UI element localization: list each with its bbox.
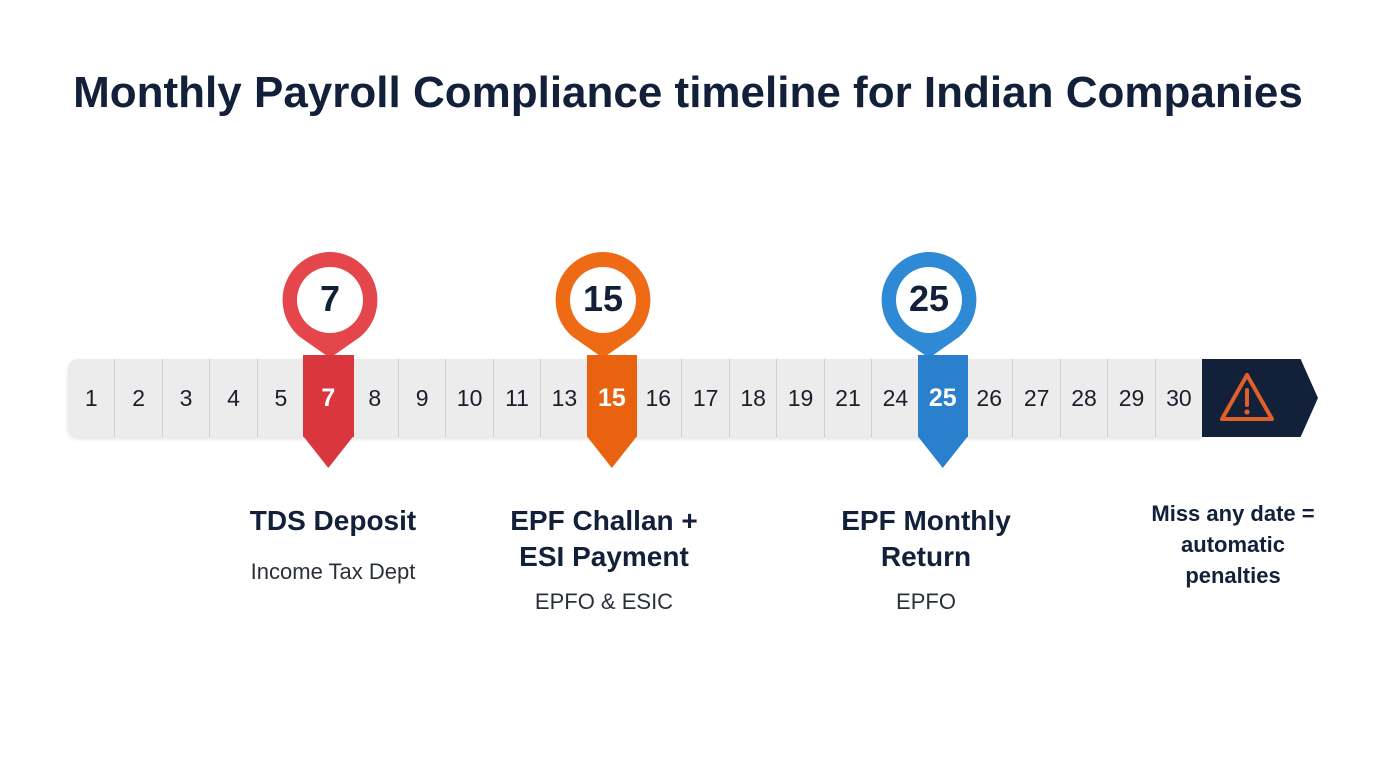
day-number: 11	[505, 384, 529, 411]
day-cell: 4	[210, 359, 258, 437]
day-number: 13	[551, 384, 578, 411]
pin-day-25: 25	[879, 250, 979, 360]
day-number: 24	[882, 384, 909, 411]
day-cell: 18	[730, 359, 778, 437]
milestone-heading-2: Return	[880, 541, 972, 572]
warning-arrow	[1202, 359, 1318, 437]
day-cell: 24	[872, 359, 920, 437]
day-number: 3	[179, 384, 193, 411]
day-number: 21	[835, 384, 861, 411]
highlight-arrow-down	[917, 436, 969, 468]
day-number: 16	[645, 384, 672, 411]
day-cell: 2	[115, 359, 163, 437]
penalty-note-line: automatic	[1181, 532, 1285, 557]
day-cell: 21	[825, 359, 873, 437]
pin-number: 7	[319, 278, 341, 319]
day-number: 10	[456, 384, 483, 411]
milestone-heading: EPF Monthly	[841, 505, 1011, 536]
pin-day-7: 7	[280, 250, 380, 360]
day-number: 30	[1166, 384, 1192, 411]
day-number: 28	[1071, 384, 1097, 411]
penalty-note: Miss any date = automatic penalties	[1133, 498, 1333, 591]
milestone-authority: EPFO	[896, 589, 956, 614]
day-cell: 29	[1108, 359, 1156, 437]
warning-triangle-icon	[1220, 373, 1274, 421]
milestone-heading: EPF Challan +	[510, 505, 698, 536]
day-number: 19	[787, 384, 814, 411]
day-number: 9	[415, 384, 429, 411]
day-number: 25	[928, 383, 957, 412]
day-cell: 8	[352, 359, 399, 437]
highlight-ribbon	[586, 355, 638, 437]
day-cell: 11	[494, 359, 542, 437]
pin-number: 15	[582, 278, 624, 319]
day-timeline-bar: 1 2 3 4 5 7 8 9 10 11 13 15 16 17 18 19 21 24 25 26 27 28 29 30	[68, 355, 1202, 468]
milestone-heading-2: ESI Payment	[519, 541, 689, 572]
milestone-authority: Income Tax Dept	[250, 559, 416, 584]
day-number: 7	[321, 383, 336, 412]
day-cell-highlighted: 7	[303, 355, 354, 468]
pin-number: 25	[908, 278, 950, 319]
day-cell: 1	[68, 359, 116, 437]
highlight-ribbon	[917, 355, 969, 437]
day-cell: 9	[399, 359, 447, 437]
milestone-label-epf-return: EPF Monthly Return EPFO	[796, 503, 1056, 615]
day-number: 8	[368, 384, 382, 411]
day-cell: 28	[1061, 359, 1109, 437]
page-title: Monthly Payroll Compliance timeline for …	[73, 68, 1303, 117]
day-cell: 19	[777, 359, 825, 437]
day-cell: 10	[446, 359, 494, 437]
day-number: 18	[740, 384, 766, 411]
penalty-note-line: Miss any date =	[1151, 501, 1315, 526]
milestone-label-tds: TDS Deposit Income Tax Dept	[203, 503, 463, 585]
milestone-authority: EPFO & ESIC	[534, 589, 674, 614]
day-cell: 26	[966, 359, 1014, 437]
day-number: 29	[1118, 384, 1145, 411]
day-number: 15	[597, 383, 626, 412]
day-number: 4	[227, 384, 240, 411]
day-number: 17	[692, 384, 719, 411]
penalty-note-line: penalties	[1185, 563, 1281, 588]
day-cell: 27	[1013, 359, 1061, 437]
day-number: 27	[1023, 384, 1050, 411]
day-cell-highlighted: 25	[917, 355, 969, 468]
day-cell: 13	[541, 359, 589, 437]
day-number: 5	[274, 384, 288, 411]
day-cell-highlighted: 15	[586, 355, 638, 468]
milestone-label-epf-esi: EPF Challan + ESI Payment EPFO & ESIC	[474, 503, 734, 615]
milestone-heading: TDS Deposit	[249, 505, 417, 536]
day-cell: 30	[1156, 359, 1202, 437]
day-number: 1	[84, 384, 98, 411]
day-number: 2	[132, 384, 146, 411]
pin-day-15: 15	[553, 250, 653, 360]
day-cell: 17	[682, 359, 730, 437]
highlight-arrow-down	[586, 436, 638, 468]
day-cell: 16	[635, 359, 683, 437]
highlight-arrow-down	[303, 436, 354, 468]
day-cell: 5	[258, 359, 306, 437]
highlight-ribbon	[303, 355, 354, 437]
day-cell: 3	[163, 359, 211, 437]
day-number: 26	[976, 384, 1003, 411]
